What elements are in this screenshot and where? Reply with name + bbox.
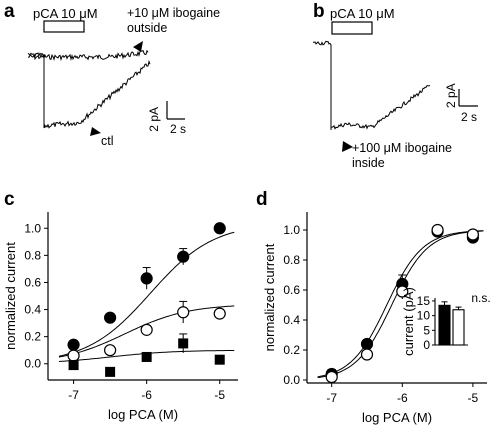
inset-y-tick-label: 10: [417, 309, 431, 323]
panel-b: b pCA 10 μM +100 μM ibogaine inside 2 pA…: [312, 1, 478, 170]
data-point: [68, 360, 79, 371]
ibogaine-outside-label: +10 μM ibogaine: [127, 6, 220, 20]
y-tick-label: 1.0: [24, 221, 41, 235]
y-tick-label: 0.6: [24, 275, 41, 289]
y-tick-label: 0.2: [283, 343, 300, 357]
ibogaine-inside-label-2: inside: [352, 156, 385, 170]
inset-bar: [438, 304, 451, 346]
inset-y-tick-label: 15: [417, 294, 431, 308]
y-tick-label: 0.6: [283, 283, 300, 297]
scale-bar-a: 2 pA 2 s: [147, 101, 186, 136]
y-tick-label: 0.8: [24, 248, 41, 262]
ibogaine-outside-label-2: outside: [127, 21, 167, 35]
scale-y-label-a: 2 pA: [147, 107, 161, 132]
pca-pulse-bar-a: [43, 20, 85, 33]
x-tick-label: -7: [326, 391, 337, 405]
inset-significance-label: n.s.: [471, 291, 490, 305]
data-point: [360, 348, 374, 361]
data-point: [325, 370, 338, 384]
ibogaine-inside-label: +100 μM ibogaine: [352, 141, 452, 155]
fit-curve: [317, 230, 484, 378]
data-point: [431, 223, 444, 237]
x-axis-label: log PCA (M): [108, 407, 178, 422]
scale-x-label-a: 2 s: [170, 122, 186, 136]
panel-letter-b: b: [313, 1, 325, 22]
data-point: [213, 307, 226, 320]
y-tick-label: 0.0: [283, 373, 300, 387]
y-axis-label: normalized current: [3, 242, 18, 350]
data-point: [104, 311, 117, 324]
data-point: [396, 285, 409, 298]
x-axis-label: log PCA (M): [362, 410, 432, 425]
inset-bar: [452, 309, 465, 346]
data-point: [105, 366, 116, 377]
panel-letter-d: d: [256, 189, 268, 210]
scale-x-label-b: 2 s: [461, 110, 477, 124]
panel-letter-a: a: [4, 1, 15, 22]
y-tick-label: 0.0: [24, 357, 41, 371]
panel-a: a pCA 10 μM +10 μM ibogaine outside ctl …: [4, 1, 220, 148]
y-tick-label: 0.8: [283, 253, 300, 267]
fit-curve: [58, 231, 235, 357]
data-point: [141, 351, 152, 362]
inset-y-tick-label: 5: [423, 323, 430, 337]
x-tick-label: -7: [68, 388, 79, 402]
dose-response-chart-c: 0.0 0.2 0.4 0.6 0.8 1.0 -7 -6 -5 log PCA (M) norma…: [3, 212, 238, 422]
y-tick-label: 1.0: [283, 223, 300, 237]
x-tick-label: -6: [397, 391, 408, 405]
y-axis-label: normalized current: [262, 243, 277, 351]
current-trace-ibogaine-inside: [312, 40, 431, 130]
data-point: [67, 349, 80, 362]
data-point: [67, 338, 80, 351]
current-trace-control: [27, 52, 151, 129]
panel-letter-c: c: [4, 189, 15, 210]
pca-label-a: pCA 10 μM: [33, 6, 98, 21]
arrowhead-inside: [342, 141, 353, 152]
y-tick-label: 0.4: [24, 303, 41, 317]
data-point: [177, 306, 190, 319]
arrowhead-ctl: [90, 127, 101, 136]
data-point: [140, 272, 153, 285]
data-point: [104, 344, 117, 357]
y-tick-label: 0.2: [24, 330, 41, 344]
data-point: [177, 250, 190, 263]
data-point: [466, 228, 479, 241]
ctl-label: ctl: [101, 134, 114, 148]
data-point: [140, 323, 153, 336]
data-point: [178, 338, 189, 349]
y-tick-label: 0.4: [283, 313, 300, 327]
data-point: [214, 354, 225, 365]
x-tick-label: -5: [214, 388, 225, 402]
scale-y-label-b: 2 pA: [444, 83, 458, 108]
current-trace-ibogaine-outside: [27, 49, 149, 62]
arrowhead-outside: [133, 41, 143, 52]
inset-y-tick-label: 0: [423, 338, 430, 352]
inset-y-axis-label: current (pA): [401, 287, 416, 356]
x-tick-label: -5: [468, 391, 479, 405]
data-point: [213, 222, 226, 235]
pca-pulse-bar-b: [331, 21, 373, 35]
dose-response-chart-d: 0.0 0.2 0.4 0.6 0.8 1.0 -7 -6 -5 log PCA (M) norma…: [262, 212, 491, 425]
scale-bar-b: 2 pA 2 s: [444, 83, 478, 124]
x-tick-label: -6: [141, 388, 152, 402]
pca-label-b: pCA 10 μM: [330, 6, 395, 21]
